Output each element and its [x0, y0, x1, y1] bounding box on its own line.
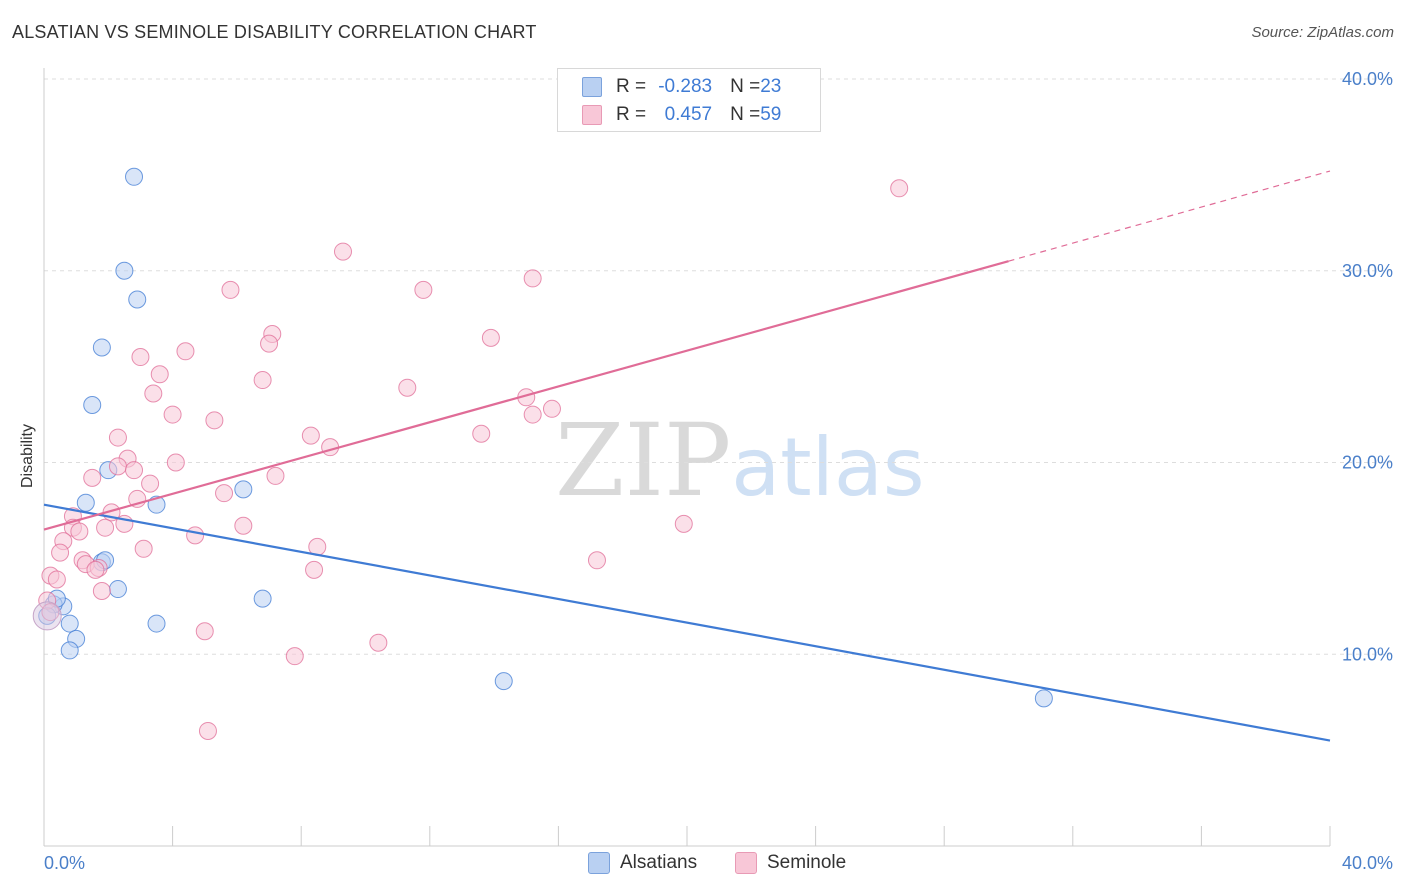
n-value: 59	[760, 104, 782, 125]
legend-label-seminole: Seminole	[767, 852, 847, 873]
seminole-point	[266, 466, 285, 485]
x-tick-label: 40.0%	[1342, 853, 1393, 873]
watermark: ZIPatlas	[555, 402, 925, 519]
alsatians-point	[108, 580, 127, 599]
alsatians-legend-swatch	[588, 852, 610, 874]
stats-legend: R = -0.283 N = 23 R = 0.457 N = 59	[557, 68, 821, 132]
seminole-swatch	[582, 105, 602, 125]
r-value: -0.283	[658, 76, 713, 97]
seminole-point	[144, 384, 163, 403]
seminole-point	[150, 365, 169, 384]
n-label: N =	[730, 104, 761, 125]
seminole-point	[141, 474, 160, 493]
seminole-point	[176, 342, 195, 361]
seminole-point	[221, 280, 240, 299]
stats-row-seminole: R = 0.457 N = 59	[558, 101, 781, 129]
seminole-point	[195, 622, 214, 641]
r-value: 0.457	[664, 104, 713, 125]
watermark-zip: ZIP	[555, 402, 732, 519]
seminole-point	[369, 633, 388, 652]
seminole-point	[321, 438, 340, 457]
alsatians-swatch	[582, 77, 602, 97]
alsatians-point	[83, 395, 102, 414]
seminole-point	[253, 371, 272, 390]
y-tick-label: 20.0%	[1342, 453, 1393, 473]
alsatians-trendline	[43, 503, 1331, 742]
seminole-trendline	[43, 260, 1009, 531]
seminole-point	[70, 522, 89, 541]
seminole-point	[108, 428, 127, 447]
seminole-point	[125, 461, 144, 480]
seminole-point	[92, 581, 111, 600]
seminole-point	[587, 551, 606, 570]
seminole-point	[47, 570, 66, 589]
r-label: R =	[616, 76, 647, 97]
watermark-atlas: atlas	[731, 421, 925, 514]
alsatians-point	[60, 614, 79, 633]
stats-row-alsatians: R = -0.283 N = 23	[558, 73, 781, 101]
legend-item-seminole[interactable]: Seminole	[735, 852, 846, 874]
seminole-point	[108, 457, 127, 476]
n-label: N =	[730, 76, 761, 97]
alsatians-point	[115, 261, 134, 280]
seminole-point	[234, 516, 253, 535]
seminole-point	[166, 453, 185, 472]
seminole-point	[481, 328, 500, 347]
seminole-trendline-extension	[1008, 170, 1331, 262]
alsatians-point	[92, 338, 111, 357]
seminole-point	[542, 399, 561, 418]
chart-title: ALSATIAN VS SEMINOLE DISABILITY CORRELAT…	[12, 22, 537, 42]
y-tick-label: 10.0%	[1342, 644, 1393, 664]
seminole-point	[96, 518, 115, 537]
seminole-point	[414, 280, 433, 299]
seminole-legend-swatch	[735, 852, 757, 874]
alsatians-point	[253, 589, 272, 608]
source-label: Source: ZipAtlas.com	[1251, 24, 1394, 41]
n-value: 23	[760, 76, 782, 97]
seminole-point	[86, 560, 105, 579]
alsatians-point	[128, 290, 147, 309]
seminole-point	[285, 647, 304, 666]
alsatians-point	[125, 167, 144, 186]
seminole-point	[890, 179, 909, 198]
alsatians-point	[234, 480, 253, 499]
legend-label-alsatians: Alsatians	[620, 852, 698, 873]
seminole-point	[301, 426, 320, 445]
seminole-point	[131, 348, 150, 367]
r-label: R =	[616, 104, 647, 125]
alsatians-point	[60, 641, 79, 660]
seminole-point	[305, 560, 324, 579]
seminole-point	[333, 242, 352, 261]
seminole-point	[215, 484, 234, 503]
alsatians-point	[1034, 689, 1053, 708]
seminole-point	[523, 269, 542, 288]
seminole-point	[186, 526, 205, 545]
seminole-point	[674, 514, 693, 533]
y-tick-label: 30.0%	[1342, 261, 1393, 281]
seminole-point	[134, 539, 153, 558]
alsatians-point	[76, 493, 95, 512]
alsatians-point	[494, 672, 513, 691]
seminole-point	[198, 721, 217, 740]
legend-item-alsatians[interactable]: Alsatians	[588, 852, 697, 874]
y-tick-label: 40.0%	[1342, 69, 1393, 89]
seminole-point	[83, 468, 102, 487]
seminole-point	[163, 405, 182, 424]
overlap-point	[32, 601, 62, 631]
series-legend: Alsatians Seminole	[0, 852, 1406, 878]
seminole-point	[398, 378, 417, 397]
seminole-point	[472, 424, 491, 443]
seminole-point	[205, 411, 224, 430]
seminole-point	[260, 334, 279, 353]
x-tick-label: 0.0%	[44, 853, 85, 873]
seminole-point	[51, 543, 70, 562]
alsatians-point	[147, 614, 166, 633]
seminole-point	[523, 405, 542, 424]
